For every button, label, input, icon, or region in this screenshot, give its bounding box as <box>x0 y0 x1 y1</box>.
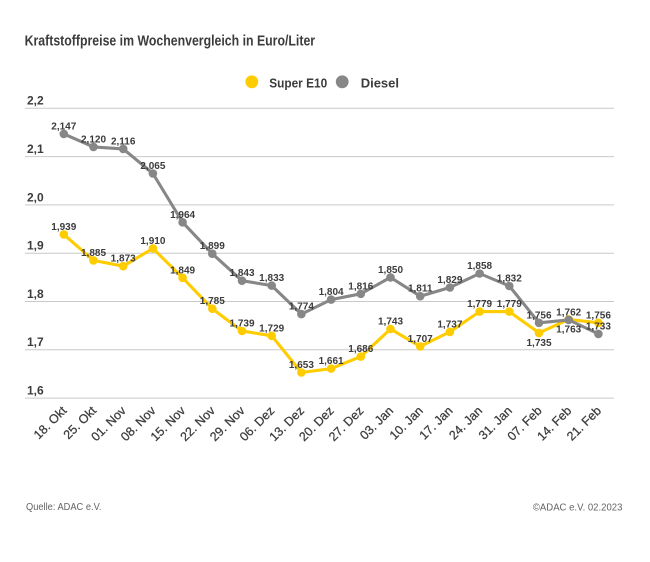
svg-text:Kraftstoffpreise im Wochenverg: Kraftstoffpreise im Wochenvergleich in E… <box>25 33 316 50</box>
svg-text:1,804: 1,804 <box>319 287 344 298</box>
svg-text:1,811: 1,811 <box>408 284 433 295</box>
svg-text:1,739: 1,739 <box>229 319 254 330</box>
svg-text:1,785: 1,785 <box>200 296 225 307</box>
svg-text:1,829: 1,829 <box>437 275 462 286</box>
svg-text:1,737: 1,737 <box>437 319 462 330</box>
svg-text:1,858: 1,858 <box>467 261 492 272</box>
svg-text:1,763: 1,763 <box>556 325 581 336</box>
svg-text:1,843: 1,843 <box>229 268 254 279</box>
svg-text:2,120: 2,120 <box>81 134 106 145</box>
svg-text:Super E10: Super E10 <box>269 76 327 91</box>
svg-text:1,653: 1,653 <box>289 360 314 371</box>
svg-text:1,832: 1,832 <box>497 274 522 285</box>
svg-text:1,779: 1,779 <box>497 299 522 310</box>
svg-text:1,8: 1,8 <box>27 287 44 301</box>
svg-text:2,2: 2,2 <box>27 94 44 108</box>
svg-text:Diesel: Diesel <box>361 76 399 91</box>
svg-text:1,6: 1,6 <box>27 384 44 398</box>
svg-text:©ADAC e.V. 02.2023: ©ADAC e.V. 02.2023 <box>533 502 623 514</box>
svg-text:1,762: 1,762 <box>556 307 581 318</box>
svg-text:1,833: 1,833 <box>259 273 284 284</box>
svg-text:2,1: 2,1 <box>27 142 44 156</box>
svg-text:1,849: 1,849 <box>170 265 195 276</box>
svg-text:1,779: 1,779 <box>467 299 492 310</box>
svg-text:1,910: 1,910 <box>140 236 165 247</box>
svg-text:2,0: 2,0 <box>27 190 44 204</box>
svg-text:1,850: 1,850 <box>378 265 403 276</box>
svg-text:1,816: 1,816 <box>348 281 373 292</box>
svg-text:1,9: 1,9 <box>27 239 44 253</box>
svg-text:1,686: 1,686 <box>348 344 373 355</box>
svg-text:1,733: 1,733 <box>586 321 611 332</box>
svg-text:1,939: 1,939 <box>51 222 76 233</box>
svg-text:1,7: 1,7 <box>27 335 44 349</box>
svg-text:1,661: 1,661 <box>319 356 344 367</box>
svg-text:1,756: 1,756 <box>526 310 551 321</box>
svg-text:1,774: 1,774 <box>289 302 314 313</box>
svg-text:1,964: 1,964 <box>170 210 195 221</box>
svg-text:2,147: 2,147 <box>51 121 76 132</box>
svg-text:1,707: 1,707 <box>408 334 433 345</box>
svg-text:1,756: 1,756 <box>586 310 611 321</box>
svg-text:1,873: 1,873 <box>111 254 136 265</box>
svg-text:1,885: 1,885 <box>81 248 106 259</box>
svg-text:1,743: 1,743 <box>378 317 403 328</box>
svg-text:1,899: 1,899 <box>200 241 225 252</box>
svg-text:1,729: 1,729 <box>259 323 284 334</box>
svg-text:Quelle: ADAC e.V.: Quelle: ADAC e.V. <box>26 501 102 513</box>
svg-text:1,735: 1,735 <box>526 338 551 349</box>
svg-text:2,065: 2,065 <box>140 161 165 172</box>
svg-text:2,116: 2,116 <box>111 136 136 147</box>
